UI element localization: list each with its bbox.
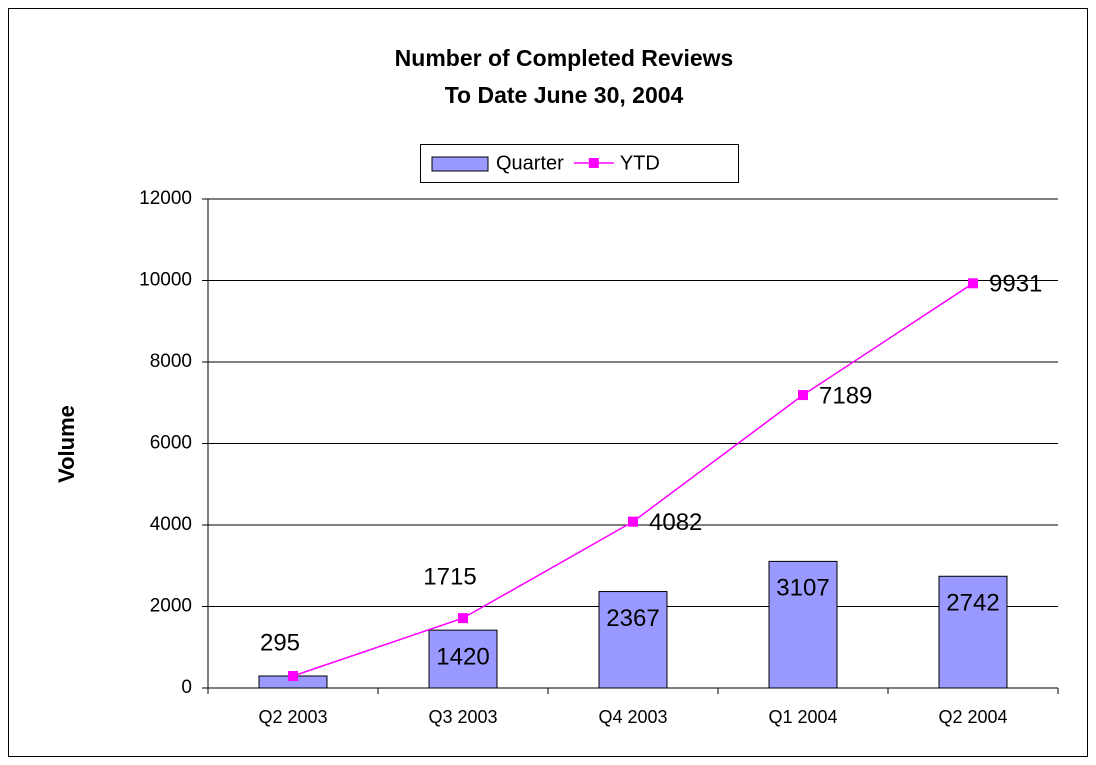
data-label: 9931 bbox=[989, 271, 1042, 298]
y-tick-label: 10000 bbox=[139, 270, 192, 291]
y-tick-label: 6000 bbox=[150, 433, 192, 454]
bar bbox=[598, 591, 668, 689]
bar bbox=[938, 575, 1008, 689]
data-label: 2367 bbox=[606, 605, 659, 632]
data-label: 2742 bbox=[946, 590, 999, 617]
x-tick-label: Q2 2004 bbox=[938, 707, 1007, 727]
data-label: 7189 bbox=[819, 382, 872, 409]
bar bbox=[768, 560, 838, 689]
data-label: 295 bbox=[260, 629, 300, 656]
chart-subtitle: To Date June 30, 2004 bbox=[445, 82, 684, 108]
y-tick-label: 8000 bbox=[150, 351, 192, 372]
y-tick-label: 0 bbox=[181, 677, 192, 698]
marker bbox=[288, 670, 298, 681]
data-label: 1420 bbox=[436, 643, 489, 670]
legend-swatch bbox=[431, 156, 489, 172]
chart-title: Number of Completed Reviews bbox=[395, 45, 734, 71]
data-label: 4082 bbox=[649, 509, 702, 536]
legend-label: Quarter bbox=[496, 152, 564, 174]
legend-marker bbox=[588, 158, 599, 168]
data-label: 1715 bbox=[423, 563, 476, 590]
y-tick-label: 2000 bbox=[150, 596, 192, 617]
x-tick-label: Q1 2004 bbox=[768, 707, 837, 727]
bar bbox=[428, 629, 498, 689]
x-tick-label: Q3 2003 bbox=[428, 707, 497, 727]
x-tick-label: Q4 2003 bbox=[598, 707, 667, 727]
legend-label: YTD bbox=[620, 152, 660, 174]
chart-border bbox=[8, 8, 1088, 757]
y-tick-label: 4000 bbox=[150, 514, 192, 535]
marker bbox=[458, 613, 468, 624]
marker bbox=[628, 516, 638, 527]
y-tick-label: 12000 bbox=[139, 188, 192, 209]
data-label: 3107 bbox=[776, 575, 829, 602]
marker bbox=[968, 278, 978, 289]
marker bbox=[798, 390, 808, 401]
y-axis-label: Volume bbox=[54, 405, 79, 483]
x-tick-label: Q2 2003 bbox=[258, 707, 327, 727]
